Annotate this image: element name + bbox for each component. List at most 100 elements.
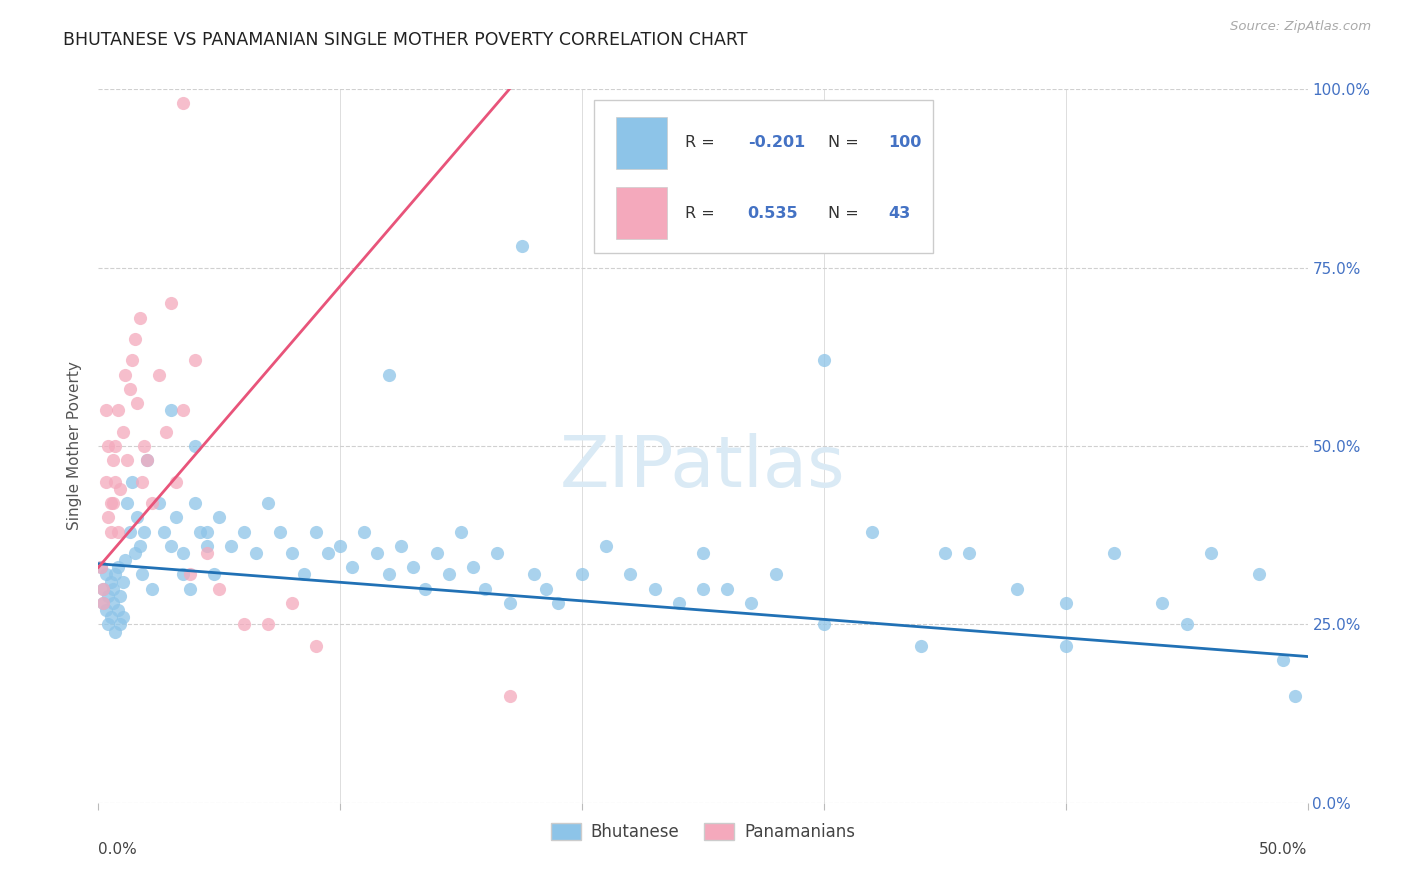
Point <box>342 560 364 574</box>
Point <box>232 617 254 632</box>
Point <box>100 524 122 539</box>
Point <box>813 617 835 632</box>
Point <box>534 582 557 596</box>
Point <box>160 539 183 553</box>
Text: R =: R = <box>685 136 720 151</box>
Point <box>179 567 201 582</box>
Point <box>292 567 315 582</box>
Point <box>644 582 666 596</box>
Point <box>595 539 617 553</box>
Point <box>571 567 593 582</box>
Point <box>111 610 134 624</box>
Point <box>269 524 291 539</box>
Point <box>172 403 194 417</box>
Legend: Bhutanese, Panamanians: Bhutanese, Panamanians <box>544 816 862 848</box>
Point <box>101 582 124 596</box>
Point <box>94 603 117 617</box>
Point <box>1272 653 1295 667</box>
Text: 50.0%: 50.0% <box>1260 842 1308 857</box>
Point <box>148 496 170 510</box>
Text: -0.201: -0.201 <box>748 136 806 151</box>
Point <box>188 524 211 539</box>
Point <box>474 582 496 596</box>
Point <box>97 439 120 453</box>
Point <box>114 553 136 567</box>
Point <box>486 546 509 560</box>
Point <box>813 353 835 368</box>
Point <box>118 524 141 539</box>
Point <box>377 567 399 582</box>
Text: 43: 43 <box>889 206 910 220</box>
Point <box>100 496 122 510</box>
Point <box>101 453 124 467</box>
Point <box>547 596 569 610</box>
Point <box>117 453 139 467</box>
Text: N =: N = <box>828 206 863 220</box>
Point <box>184 439 207 453</box>
Point <box>135 453 157 467</box>
Point <box>195 546 218 560</box>
Point <box>104 567 127 582</box>
Point <box>107 603 129 617</box>
FancyBboxPatch shape <box>616 187 666 239</box>
Point <box>108 482 131 496</box>
Point <box>128 310 150 325</box>
Text: ZIPatlas: ZIPatlas <box>560 433 846 502</box>
Point <box>208 510 231 524</box>
Point <box>108 589 131 603</box>
Point <box>256 617 278 632</box>
Point <box>91 596 114 610</box>
Point <box>135 453 157 467</box>
Point <box>523 567 546 582</box>
Point <box>366 546 388 560</box>
Point <box>426 546 449 560</box>
Point <box>91 596 114 610</box>
Point <box>740 596 762 610</box>
Point <box>104 624 127 639</box>
Y-axis label: Single Mother Poverty: Single Mother Poverty <box>67 361 83 531</box>
Text: BHUTANESE VS PANAMANIAN SINGLE MOTHER POVERTY CORRELATION CHART: BHUTANESE VS PANAMANIAN SINGLE MOTHER PO… <box>63 31 748 49</box>
Point <box>148 368 170 382</box>
Point <box>91 582 114 596</box>
Point <box>141 582 163 596</box>
Point <box>108 617 131 632</box>
Point <box>104 439 127 453</box>
Point <box>131 567 153 582</box>
FancyBboxPatch shape <box>595 100 932 253</box>
Point <box>232 524 254 539</box>
Point <box>90 560 112 574</box>
Text: N =: N = <box>828 136 863 151</box>
Point <box>1054 639 1077 653</box>
Point <box>1102 546 1125 560</box>
FancyBboxPatch shape <box>616 117 666 169</box>
Point <box>172 96 194 111</box>
Point <box>124 332 146 346</box>
Point <box>716 582 738 596</box>
Point <box>131 475 153 489</box>
Point <box>668 596 690 610</box>
Point <box>692 546 714 560</box>
Point <box>165 475 187 489</box>
Point <box>90 560 112 574</box>
Point <box>107 524 129 539</box>
Point <box>910 639 932 653</box>
Point <box>97 510 120 524</box>
Point <box>184 353 207 368</box>
Point <box>1007 582 1029 596</box>
Point <box>184 496 207 510</box>
Point <box>104 475 127 489</box>
Point <box>353 524 375 539</box>
Point <box>155 425 177 439</box>
Point <box>91 582 114 596</box>
Point <box>450 524 472 539</box>
Point <box>107 560 129 574</box>
Point <box>160 296 183 310</box>
Point <box>498 689 520 703</box>
Point <box>1175 617 1198 632</box>
Point <box>305 639 328 653</box>
Point <box>111 574 134 589</box>
Point <box>94 567 117 582</box>
Point <box>128 539 150 553</box>
Point <box>100 574 122 589</box>
Point <box>765 567 787 582</box>
